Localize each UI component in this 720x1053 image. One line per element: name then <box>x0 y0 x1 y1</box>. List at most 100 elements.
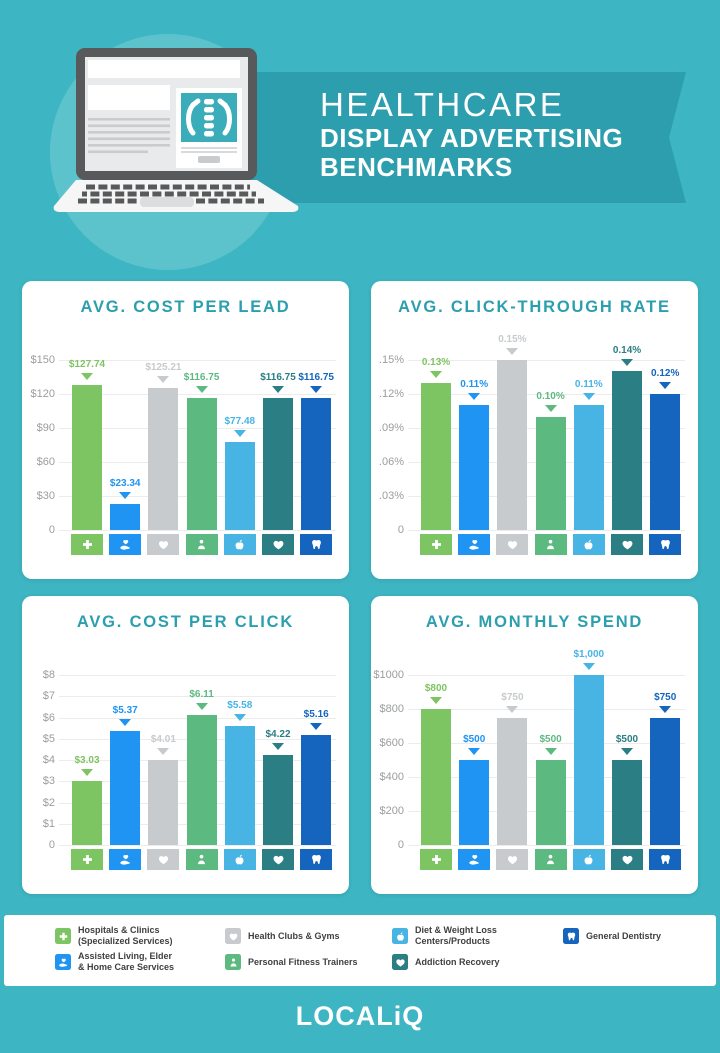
bar <box>224 726 255 845</box>
value-label-text: $3.03 <box>74 754 100 766</box>
category-chip <box>572 534 605 555</box>
value-label: 0.13% <box>398 357 474 378</box>
hand-heart-icon <box>468 853 481 866</box>
value-label: $127.74 <box>49 359 125 381</box>
y-axis-tick-label: $1 <box>42 817 55 830</box>
value-label-text: $4.01 <box>150 733 176 745</box>
down-triangle-icon <box>621 748 633 755</box>
legend-color-swatch <box>392 954 408 970</box>
down-triangle-icon <box>430 697 442 704</box>
legend-item: Assisted Living, Elder & Home Care Servic… <box>55 951 174 973</box>
gridline <box>408 743 685 744</box>
value-label-text: $116.75 <box>260 371 296 383</box>
bar <box>421 382 451 530</box>
y-axis-tick-label: $7 <box>42 690 55 703</box>
value-label-text: $750 <box>501 691 524 703</box>
category-chip <box>300 849 333 870</box>
bar <box>459 405 490 530</box>
category-chip <box>262 534 294 555</box>
value-label-text: $6.11 <box>189 689 214 701</box>
down-triangle-icon <box>468 748 481 755</box>
touchpad <box>140 197 194 207</box>
value-label: $5.58 <box>202 700 278 722</box>
title-line-healthcare: HEALTHCARE <box>320 86 565 123</box>
hand-heart-icon <box>58 957 69 968</box>
laptop-keyboard <box>53 180 299 212</box>
down-triangle-icon <box>233 714 246 722</box>
down-triangle-icon <box>233 430 246 438</box>
person-icon <box>228 957 239 968</box>
apple-icon <box>233 853 246 866</box>
gridline <box>408 530 685 531</box>
tooth-icon <box>659 538 672 551</box>
value-label: $3.03 <box>49 755 125 776</box>
hand-heart-icon <box>119 853 132 866</box>
down-triangle-icon <box>81 373 93 381</box>
value-label: $5.37 <box>87 705 163 726</box>
y-axis-tick-label: .09% <box>378 422 404 434</box>
y-axis-tick-label: $8 <box>42 669 55 681</box>
bar <box>497 360 528 530</box>
value-label-text: 0.11% <box>574 379 603 391</box>
value-label-text: $127.74 <box>68 359 106 371</box>
laptop-illustration <box>53 48 299 212</box>
legend-label: Diet & Weight Loss Centers/Products <box>415 925 497 946</box>
hand-heart-icon <box>119 538 132 551</box>
y-axis-tick-label: 0 <box>397 839 404 851</box>
category-chip <box>458 534 491 555</box>
y-axis-tick-label: $30 <box>36 490 55 502</box>
down-triangle-icon <box>506 348 519 355</box>
value-label: $5.16 <box>278 709 354 731</box>
plus-icon <box>81 538 94 551</box>
category-chip <box>223 534 256 555</box>
bar <box>301 735 332 845</box>
gridline <box>59 360 336 361</box>
wireframe-text-lines <box>88 118 170 154</box>
y-axis-tick-label: $200 <box>379 805 404 817</box>
bar <box>650 717 681 845</box>
apple-icon <box>582 853 595 866</box>
value-label: 0.11% <box>436 379 512 401</box>
legend-item: Hospitals & Clinics (Specialized Services… <box>55 925 173 947</box>
gridline <box>59 675 336 676</box>
y-axis-tick-label: $120 <box>30 388 55 400</box>
down-triangle-icon <box>195 385 208 393</box>
bar <box>573 675 604 845</box>
value-label: $125.21 <box>125 362 201 384</box>
value-label: $500 <box>513 734 589 755</box>
category-chip <box>185 534 218 555</box>
bar <box>459 760 490 845</box>
category-chip <box>300 534 333 555</box>
chart-canvas: $150 $120 $90 $60 $30 0 $127.74 $23.34 $125.21 $1… <box>22 281 349 579</box>
plus-icon <box>81 853 94 866</box>
value-label-text: $500 <box>615 734 639 745</box>
category-chip <box>109 849 142 870</box>
value-label: 0.15% <box>474 334 550 355</box>
category-chip <box>534 534 567 555</box>
heart-icon <box>228 931 239 942</box>
bar <box>263 755 293 845</box>
y-axis-tick-label: 0 <box>397 524 404 536</box>
plus-icon <box>58 931 69 942</box>
hands-icon <box>186 98 232 136</box>
bar <box>497 717 528 845</box>
chart-title: AVG. CLICK-THROUGH RATE <box>398 298 671 316</box>
tooth-icon <box>659 853 672 866</box>
down-triangle-icon <box>157 376 170 384</box>
display-ad-card <box>176 88 242 168</box>
y-axis-tick-label: .03% <box>378 490 404 502</box>
down-triangle-icon <box>582 663 595 670</box>
value-label: $116.75 <box>278 372 354 393</box>
y-axis-tick-label: $90 <box>36 422 55 434</box>
bar <box>612 371 642 530</box>
legend-label: Personal Fitness Trainers <box>248 956 358 967</box>
down-triangle-icon <box>119 491 132 499</box>
category-chip <box>185 849 218 870</box>
value-label: $23.34 <box>87 478 163 499</box>
value-label-text: $5.16 <box>303 709 329 721</box>
value-label-text: $116.75 <box>298 371 334 383</box>
y-axis-tick-label: $2 <box>42 796 55 809</box>
category-chip <box>71 849 103 870</box>
legend-label: Hospitals & Clinics (Specialized Services… <box>78 925 173 946</box>
